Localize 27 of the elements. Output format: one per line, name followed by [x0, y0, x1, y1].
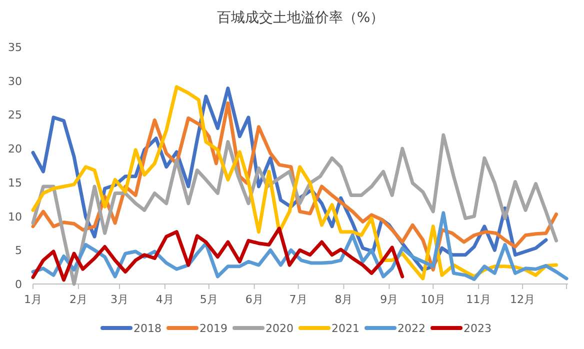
legend-label: 2023 [464, 322, 492, 335]
x-tick-label: 6月 [245, 293, 264, 306]
legend-label: 2020 [266, 322, 294, 335]
chart-title: 百城成交土地溢价率（%） [216, 10, 384, 26]
x-tick-label: 8月 [334, 293, 353, 306]
y-tick-label: 0 [15, 278, 22, 291]
y-tick-label: 30 [8, 74, 22, 88]
legend-label: 2018 [134, 322, 162, 335]
x-tick-label: 3月 [110, 293, 128, 306]
x-tick-label: 4月 [156, 293, 174, 306]
x-tick-label: 10月 [420, 293, 446, 306]
x-tick-label: 11月 [466, 293, 492, 306]
x-tick-label: 2月 [69, 293, 88, 306]
y-tick-label: 20 [8, 142, 22, 156]
legend-label: 2021 [332, 322, 360, 335]
x-tick-label: 12月 [510, 293, 536, 306]
x-tick-label: 9月 [380, 293, 398, 306]
x-tick-label: 5月 [200, 293, 218, 306]
y-tick-label: 5 [15, 244, 22, 258]
legend-label: 2019 [200, 322, 228, 335]
x-tick-label: 7月 [289, 293, 308, 306]
y-tick-label: 25 [8, 108, 22, 122]
y-tick-label: 10 [8, 210, 22, 224]
y-tick-label: 15 [8, 176, 22, 190]
x-tick-label: 1月 [24, 293, 42, 306]
legend-label: 2022 [398, 322, 426, 335]
y-tick-label: 35 [8, 41, 22, 54]
